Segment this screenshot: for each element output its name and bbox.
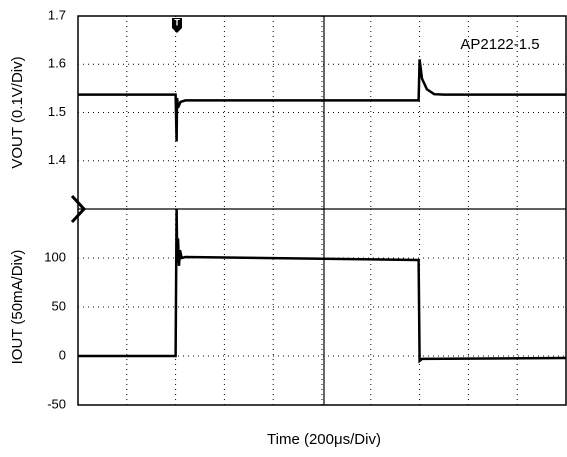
channel-marker bbox=[70, 194, 87, 224]
y-axis-label: IOUT (50mA/Div) bbox=[9, 250, 26, 365]
y-tick-label: 0 bbox=[59, 347, 66, 362]
y-tick-label: 1.5 bbox=[48, 104, 66, 119]
y-axis-label: VOUT (0.1V/Div) bbox=[9, 56, 26, 168]
y-tick-label: 1.7 bbox=[48, 7, 66, 22]
y-tick-label: 100 bbox=[44, 249, 66, 264]
annotation: AP2122-1.5 bbox=[460, 36, 539, 53]
trace bbox=[78, 59, 566, 142]
trace bbox=[78, 208, 567, 364]
y-tick-label: 1.6 bbox=[48, 56, 66, 71]
y-tick-label: 50 bbox=[52, 298, 66, 313]
trigger-letter: T bbox=[174, 17, 180, 27]
plot-frame bbox=[77, 15, 567, 406]
y-tick-label: 1.4 bbox=[48, 152, 66, 167]
y-tick-label: -50 bbox=[47, 396, 66, 411]
trigger-marker bbox=[172, 18, 182, 33]
x-axis-label: Time (200μs/Div) bbox=[267, 431, 381, 448]
